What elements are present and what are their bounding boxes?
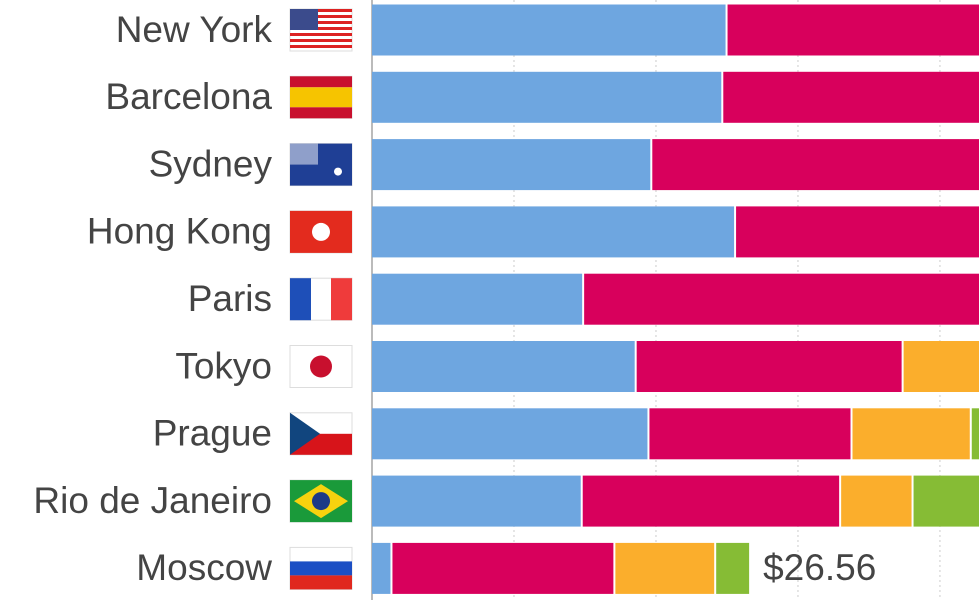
stripe bbox=[290, 278, 311, 321]
category-label: Hong Kong bbox=[87, 211, 272, 252]
stripe bbox=[290, 39, 352, 42]
bar-segment bbox=[913, 475, 979, 527]
stripe bbox=[290, 27, 352, 30]
stripe bbox=[290, 107, 352, 119]
bar-segment bbox=[372, 4, 726, 56]
category-label: Moscow bbox=[136, 547, 272, 588]
bar-segment bbox=[852, 408, 970, 460]
bar-segment bbox=[971, 408, 979, 460]
flag bbox=[289, 210, 353, 254]
category-label: Barcelona bbox=[105, 76, 272, 117]
bar-segment bbox=[736, 206, 979, 258]
bar-segment bbox=[584, 273, 979, 325]
bar-segment bbox=[372, 139, 651, 191]
category-label: Sydney bbox=[149, 143, 273, 184]
category-label: Rio de Janeiro bbox=[33, 480, 272, 521]
bar-segment bbox=[636, 341, 902, 392]
flag bbox=[289, 345, 353, 388]
flag bbox=[289, 546, 353, 590]
stripe bbox=[290, 21, 352, 24]
flag bbox=[289, 277, 353, 321]
bar-segment bbox=[652, 139, 979, 191]
bar-segment bbox=[841, 475, 912, 527]
bar-segment bbox=[615, 542, 715, 594]
stripe bbox=[331, 278, 352, 321]
flag bbox=[289, 75, 353, 119]
flag bbox=[289, 479, 353, 523]
bar-segment bbox=[649, 408, 851, 460]
bar-segment bbox=[716, 542, 750, 594]
triangle bbox=[290, 412, 320, 455]
total-label: $26.56 bbox=[763, 547, 876, 588]
stripe bbox=[290, 45, 352, 48]
bar-segment bbox=[372, 206, 735, 258]
stripe bbox=[290, 9, 352, 12]
bar-segment bbox=[372, 408, 648, 460]
stripe bbox=[290, 76, 352, 88]
flag bbox=[289, 412, 353, 456]
bar-segment bbox=[372, 475, 581, 527]
bar-segment bbox=[727, 4, 979, 56]
star bbox=[334, 167, 342, 176]
bar-segment bbox=[582, 475, 840, 527]
stripe bbox=[290, 575, 352, 590]
category-label: Paris bbox=[188, 278, 272, 319]
flag bbox=[289, 143, 353, 187]
bar-segment bbox=[372, 71, 722, 123]
stripe bbox=[290, 15, 352, 18]
canton bbox=[290, 9, 318, 30]
flower bbox=[312, 222, 330, 241]
stripe bbox=[290, 87, 352, 108]
stripe bbox=[290, 33, 352, 36]
bar-segment bbox=[723, 71, 979, 123]
bar-segment bbox=[372, 273, 583, 325]
bar-segment bbox=[392, 542, 614, 594]
category-label: Tokyo bbox=[175, 345, 272, 386]
globe bbox=[312, 492, 330, 511]
category-label: Prague bbox=[153, 413, 272, 454]
flag bbox=[289, 8, 353, 52]
union bbox=[290, 143, 318, 165]
sun bbox=[310, 355, 332, 378]
stripe bbox=[290, 561, 352, 576]
bar-segment bbox=[372, 542, 391, 594]
category-label: New York bbox=[116, 9, 273, 50]
bar-segment bbox=[372, 341, 635, 392]
bar-segment bbox=[903, 341, 979, 392]
